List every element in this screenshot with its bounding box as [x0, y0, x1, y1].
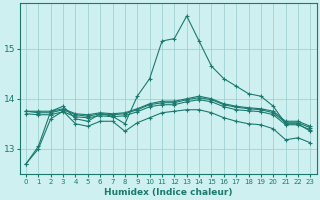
X-axis label: Humidex (Indice chaleur): Humidex (Indice chaleur) [104, 188, 232, 197]
